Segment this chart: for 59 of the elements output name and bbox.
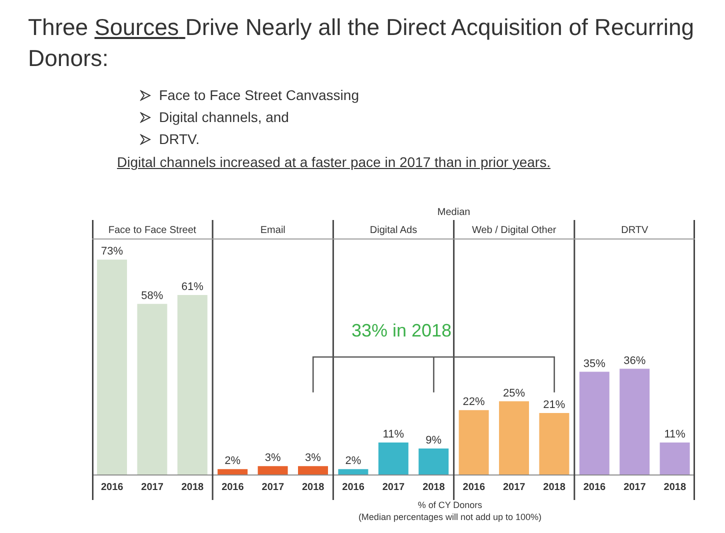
text: Digital channels, and bbox=[159, 109, 289, 125]
bar bbox=[218, 469, 248, 475]
x-tick-label: 2018 bbox=[302, 482, 325, 494]
x-tick-label: 2017 bbox=[624, 482, 646, 494]
bar bbox=[499, 401, 529, 475]
bar bbox=[458, 410, 489, 475]
bar bbox=[258, 466, 288, 475]
chart-subtitle: Digital channels increased at a faster pace in 2017 than in prior years. bbox=[117, 154, 550, 170]
bar bbox=[177, 295, 208, 475]
x-axis-title: % of CY Donors bbox=[416, 499, 484, 511]
chart-title: Three Sources Drive Nearly all the Direct Acquisition of Recurring Donors: bbox=[28, 14, 694, 71]
text: DRTV. bbox=[159, 131, 200, 147]
x-tick-label: 2016 bbox=[462, 482, 486, 494]
bar bbox=[97, 260, 127, 475]
text: Median bbox=[437, 207, 470, 218]
data-label: 2% bbox=[224, 455, 241, 468]
text: (Median percentages will not add up to 100%) bbox=[357, 511, 543, 523]
data-label: 35% bbox=[583, 358, 606, 370]
x-tick-label: 2018 bbox=[664, 482, 686, 494]
text: Face to Face Street Canvassing bbox=[159, 87, 359, 103]
x-tick-label: 2018 bbox=[422, 482, 446, 494]
data-label: 21% bbox=[543, 399, 566, 412]
bar bbox=[137, 304, 168, 475]
data-label: 11% bbox=[664, 428, 686, 441]
bar bbox=[338, 469, 368, 475]
x-tick-label: 2016 bbox=[583, 482, 606, 494]
x-tick-label: 2017 bbox=[141, 482, 164, 494]
bar bbox=[378, 442, 408, 475]
x-tick-label: 2017 bbox=[262, 482, 284, 494]
data-label: 9% bbox=[426, 434, 442, 446]
text: Email bbox=[260, 225, 286, 236]
bar bbox=[579, 372, 610, 475]
bar bbox=[418, 448, 449, 475]
data-label: 61% bbox=[181, 281, 204, 294]
data-label: 3% bbox=[305, 452, 322, 464]
text: Digital Ads bbox=[370, 225, 418, 236]
text: Web / Digital Other bbox=[472, 225, 557, 236]
data-label: 73% bbox=[100, 246, 124, 258]
text: DRTV bbox=[621, 225, 649, 236]
bar bbox=[539, 413, 570, 475]
bar bbox=[620, 368, 650, 475]
x-tick-label: 2018 bbox=[181, 482, 204, 494]
x-tick-label: 2016 bbox=[100, 482, 124, 494]
data-label: 2% bbox=[345, 455, 362, 468]
bar bbox=[298, 466, 328, 475]
annotation: 33% in 2018 bbox=[351, 320, 452, 340]
x-tick-label: 2018 bbox=[543, 482, 566, 494]
x-tick-label: 2017 bbox=[502, 482, 526, 494]
data-label: 58% bbox=[141, 290, 164, 302]
x-tick-label: 2016 bbox=[222, 482, 244, 494]
data-label: 36% bbox=[624, 354, 646, 367]
x-tick-label: 2016 bbox=[342, 482, 365, 494]
data-label: 3% bbox=[264, 452, 281, 464]
text: Face to Face Street bbox=[108, 225, 196, 236]
data-label: 25% bbox=[502, 387, 526, 400]
data-label: 22% bbox=[462, 396, 486, 408]
x-tick-label: 2017 bbox=[382, 482, 406, 494]
data-label: 11% bbox=[382, 428, 404, 441]
bar bbox=[660, 442, 690, 475]
